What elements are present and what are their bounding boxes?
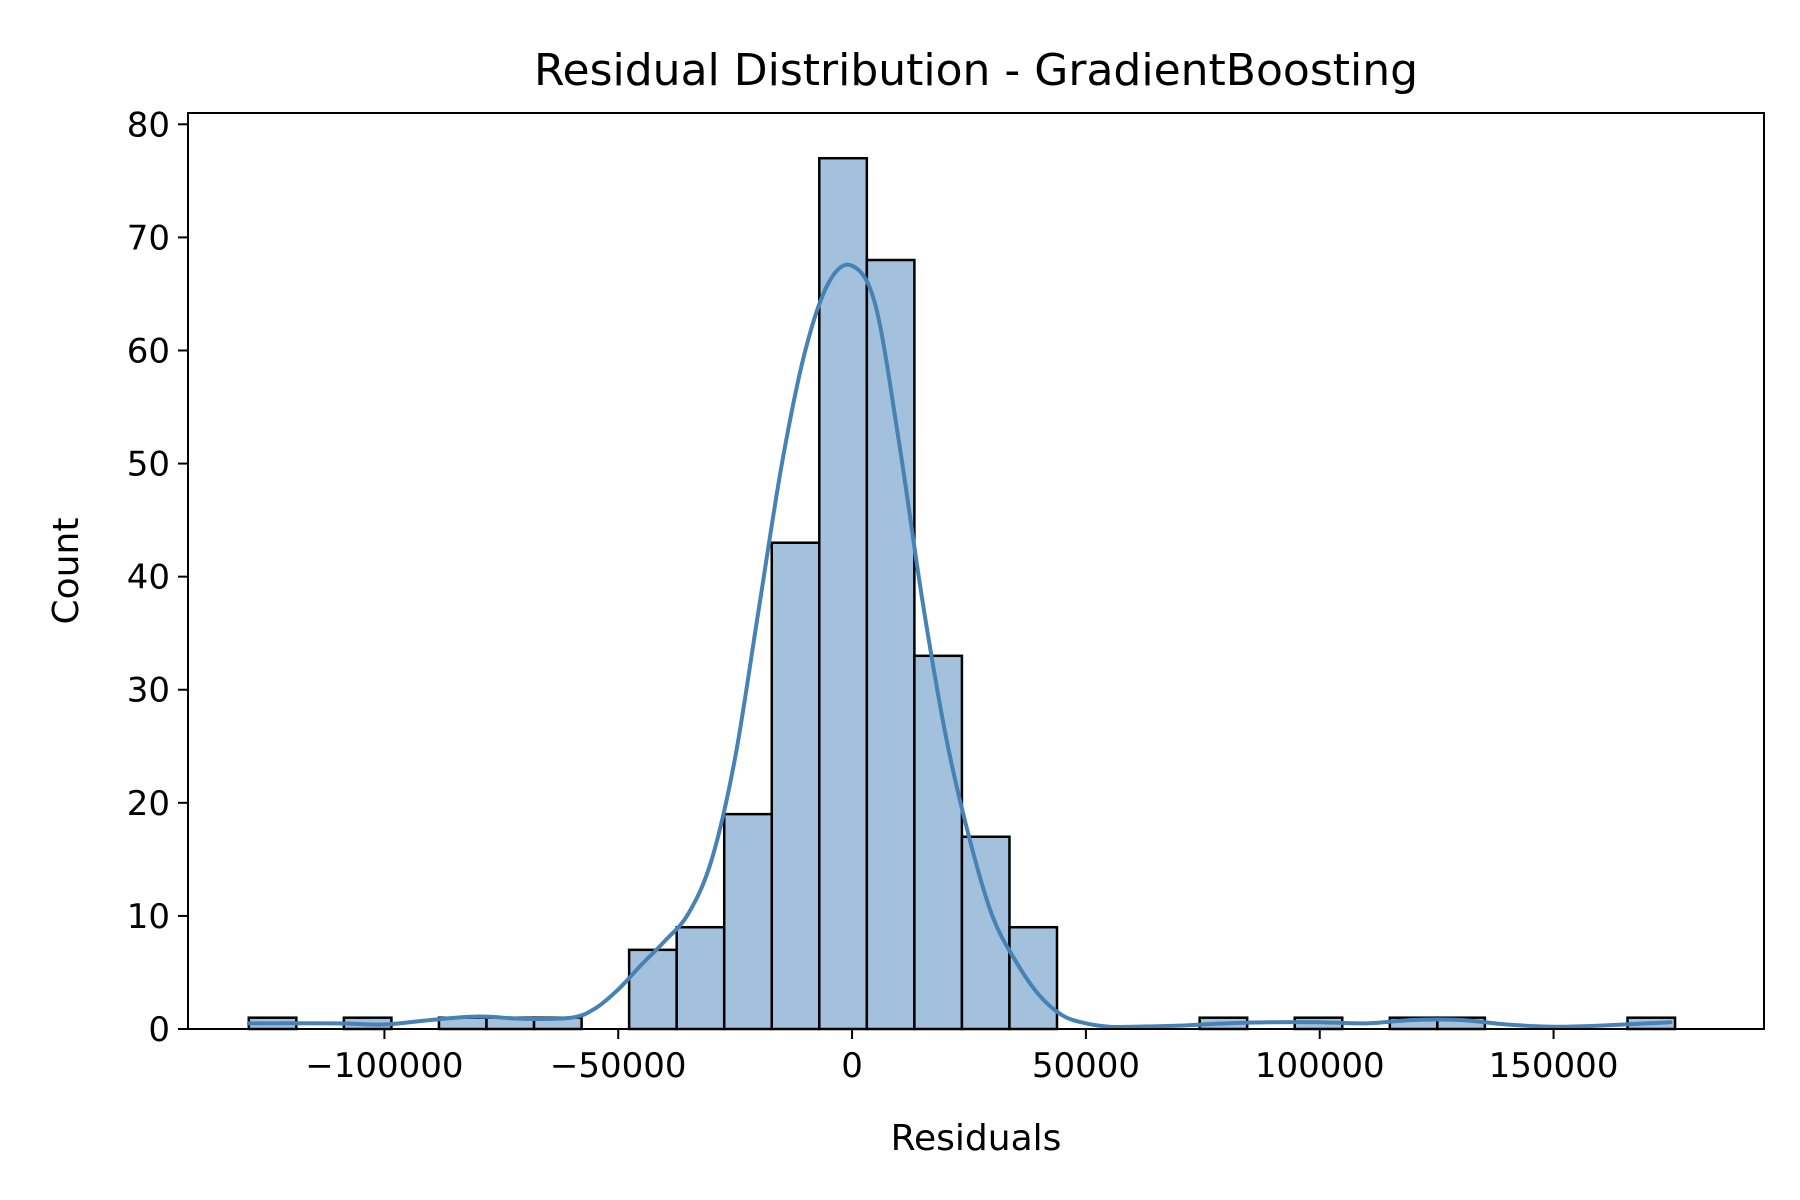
chart-title: Residual Distribution - GradientBoosting (534, 45, 1418, 96)
histogram-bar (722, 812, 774, 1031)
x-axis-label: Residuals (891, 1118, 1062, 1159)
y-tick-label: 80 (127, 105, 170, 145)
histogram-bar (1008, 925, 1059, 1031)
y-tick-label: 20 (127, 784, 170, 824)
axes-layer (187, 112, 1765, 1030)
bars-layer (247, 156, 1677, 1031)
y-ticks: 0 10 20 30 40 50 60 70 80 (127, 105, 188, 1050)
y-tick-label: 0 (148, 1010, 170, 1050)
y-tick-label: 10 (127, 897, 170, 937)
y-tick-label: 70 (127, 218, 170, 258)
x-tick-label: 50000 (1032, 1046, 1140, 1086)
x-tick-label: 100000 (1255, 1046, 1385, 1086)
x-ticks: −100000 −50000 0 50000 100000 150000 (305, 1029, 1618, 1086)
histogram-bar (627, 948, 678, 1031)
x-tick-label: 0 (841, 1046, 863, 1086)
kde-curve (246, 262, 1673, 1030)
x-tick-label: 150000 (1489, 1046, 1619, 1086)
y-tick-label: 50 (127, 445, 170, 485)
plot-frame (187, 112, 1765, 1030)
y-tick-label: 30 (127, 671, 170, 711)
x-tick-label: −50000 (550, 1046, 687, 1086)
histogram-bar (770, 541, 821, 1031)
y-tick-label: 40 (127, 558, 170, 598)
histogram-bar (675, 925, 726, 1031)
kde-layer (246, 262, 1673, 1030)
histogram-bar (913, 654, 964, 1031)
histogram-bar (960, 835, 1011, 1031)
y-tick-label: 60 (127, 331, 170, 371)
x-tick-label: −100000 (305, 1046, 463, 1086)
y-axis-label: Count (46, 518, 87, 625)
